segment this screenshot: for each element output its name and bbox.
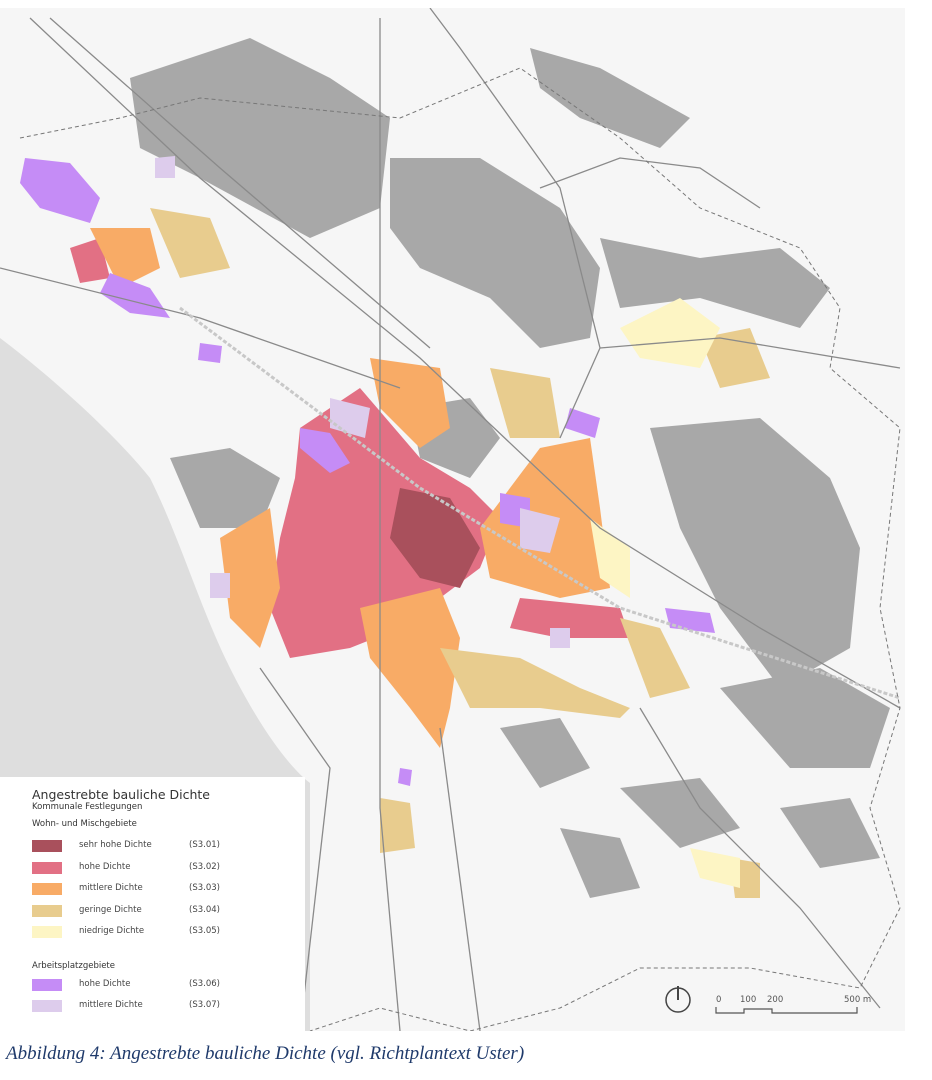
roads [0,8,901,1031]
zone-medium-density [90,228,160,288]
legend-swatch [32,862,62,874]
zone-very-low-density [590,518,630,598]
figure-caption: Abbildung 4: Angestrebte bauliche Dichte… [6,1043,525,1064]
legend-item: hohe Dichte (S3.02) [32,861,292,875]
legend-swatch [32,926,62,938]
zone-work-medium-density [550,628,570,648]
legend-item: niedrige Dichte (S3.05) [32,925,292,939]
zone-work-high-density [20,158,100,223]
zone-work-high-density [565,408,600,438]
legend-item: sehr hohe Dichte (S3.01) [32,839,292,853]
zone-high-density [510,598,630,638]
legend-group-workplace: Arbeitsplatzgebiete [32,961,115,971]
zone-very-low-density [690,848,740,888]
legend-code: (S3.06) [189,979,220,989]
zone-low-density [490,368,560,438]
forest-areas [130,38,890,898]
zone-medium-density [360,588,460,748]
zone-work-high-density [398,768,412,786]
legend-code: (S3.02) [189,862,220,872]
zone-work-medium-density [210,573,230,598]
legend-group-residential: Wohn- und Mischgebiete [32,819,137,829]
legend-code: (S3.05) [189,926,220,936]
zone-high-density [70,238,110,283]
scale-tick: 100 [740,995,757,1005]
legend-code: (S3.04) [189,905,220,915]
legend-item: hohe Dichte (S3.06) [32,978,292,992]
north-arrow-icon [665,986,691,1013]
legend-code: (S3.07) [189,1000,220,1010]
legend-code: (S3.01) [189,840,220,850]
zone-work-high-density [665,608,715,633]
zone-work-high-density [300,428,350,473]
legend-label: hohe Dichte [79,979,131,989]
zone-medium-density [220,508,280,648]
legend-title: Angestrebte bauliche Dichte [32,787,210,802]
zone-work-high-density [198,343,222,363]
zone-medium-density [370,358,450,448]
density-zones [20,156,770,898]
municipal-boundary [19,67,901,1031]
zone-low-density [150,208,230,278]
zone-very-high-density [390,488,480,588]
legend-item: geringe Dichte (S3.04) [32,904,292,918]
legend-label: hohe Dichte [79,862,131,872]
zone-low-density [380,798,415,853]
zone-work-medium-density [155,156,175,178]
scale-bar [715,1007,858,1014]
zone-low-density [620,618,690,698]
legend-swatch [32,979,62,991]
legend-item: mittlere Dichte (S3.07) [32,999,292,1013]
legend-swatch [32,905,62,917]
legend-label: mittlere Dichte [79,1000,143,1010]
legend-swatch [32,883,62,895]
scale-tick: 200 [767,995,784,1005]
legend-label: mittlere Dichte [79,883,143,893]
scale-tick: 500 m [844,995,872,1005]
legend-subtitle: Kommunale Festlegungen [32,802,143,812]
legend-label: sehr hohe Dichte [79,840,152,850]
legend-code: (S3.03) [189,883,220,893]
legend-swatch [32,1000,62,1012]
legend-label: geringe Dichte [79,905,142,915]
zone-very-low-density [620,298,720,368]
legend-label: niedrige Dichte [79,926,145,936]
legend-swatch [32,840,62,852]
scale-tick: 0 [716,995,722,1005]
density-map [0,8,905,1031]
map-legend: Angestrebte bauliche Dichte Kommunale Fe… [0,777,305,1031]
zone-work-medium-density [520,508,560,553]
legend-item: mittlere Dichte (S3.03) [32,882,292,896]
zone-low-density [440,648,630,718]
railway [179,306,901,700]
